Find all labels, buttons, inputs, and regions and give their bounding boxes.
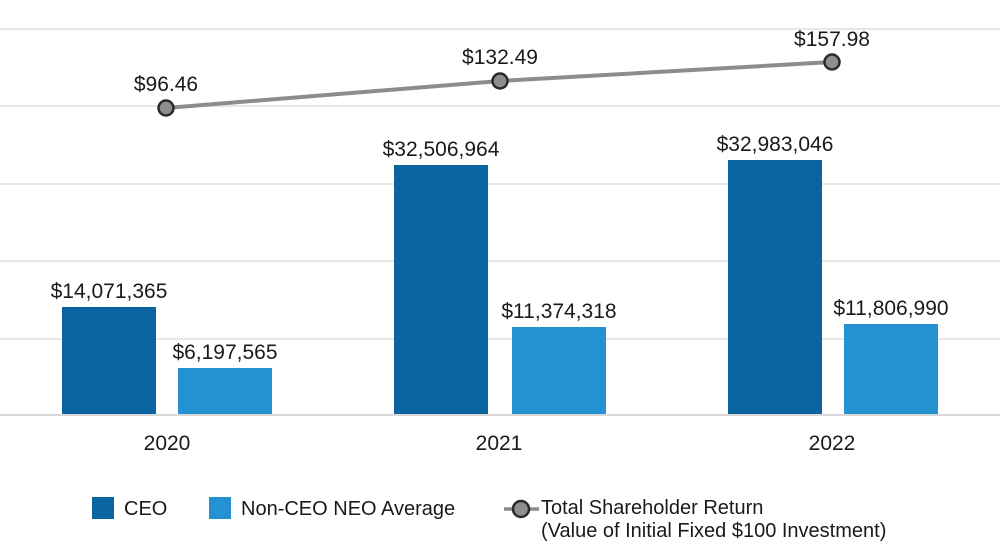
gridline-20m [0,260,1000,262]
bar-ceo-2020 [62,307,156,414]
gridline-10m [0,338,1000,340]
x-axis-baseline [0,414,1000,416]
tsr-label-2020: $96.46 [133,73,199,96]
legend-swatch-ceo [92,497,114,519]
bar-ceo-2021 [394,165,488,414]
value-label-ceo-2021: $32,506,964 [382,138,500,161]
value-label-nonceo-2021: $11,374,318 [501,300,617,323]
legend-tsr-marker-icon [504,499,539,519]
tsr-marker-2021 [491,72,509,90]
tsr-marker-2020 [157,99,175,117]
bar-nonceo-2021 [512,327,606,414]
value-label-ceo-2022: $32,983,046 [716,133,834,156]
legend-label-ceo: CEO [124,498,168,520]
bar-nonceo-2020 [178,368,272,414]
legend-label-tsr-line2: (Value of Initial Fixed $100 Investment) [541,520,887,542]
gridline-40m [0,105,1000,107]
tsr-label-2021: $132.49 [462,46,538,69]
gridline-30m [0,183,1000,185]
value-label-nonceo-2020: $6,197,565 [172,341,278,364]
value-label-nonceo-2022: $11,806,990 [833,297,949,320]
gridline-50m [0,28,1000,30]
bar-nonceo-2022 [844,324,938,414]
legend-label-tsr: Total Shareholder Return (Value of Initi… [541,497,886,543]
x-axis-label-2020: 2020 [143,432,191,455]
legend-swatch-nonceo [209,497,231,519]
x-axis-label-2021: 2021 [475,432,523,455]
legend-label-nonceo: Non-CEO NEO Average [241,498,456,520]
legend-label-tsr-line1: Total Shareholder Return [541,497,764,519]
tsr-label-2022: $157.98 [794,28,870,51]
tsr-marker-2022 [823,53,841,71]
x-axis-label-2022: 2022 [808,432,856,455]
bar-ceo-2022 [728,160,822,414]
value-label-ceo-2020: $14,071,365 [50,280,168,303]
